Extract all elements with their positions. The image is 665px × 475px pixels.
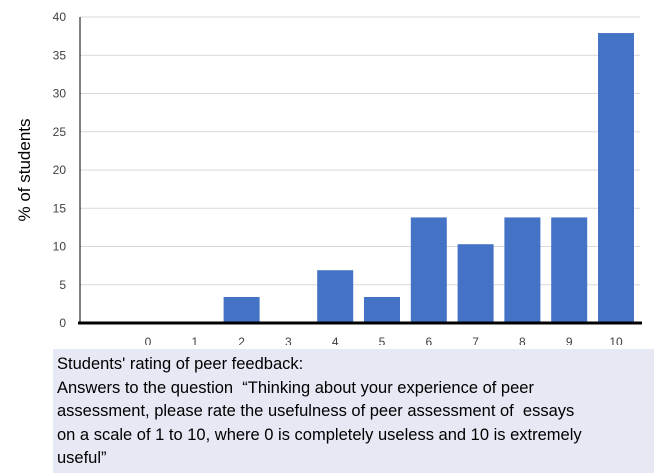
- chart-caption: Students' rating of peer feedback: Answe…: [53, 349, 654, 473]
- x-tick-label: 4: [332, 335, 339, 345]
- bar-4: [317, 270, 354, 323]
- caption-line: on a scale of 1 to 10, where 0 is comple…: [57, 425, 582, 444]
- y-tick-label: 15: [53, 201, 67, 215]
- x-tick-label: 1: [191, 335, 198, 345]
- caption-line: assessment, please rate the usefulness o…: [57, 402, 575, 420]
- y-tick-labels: 0 5 10 15 20 25 30 35 40: [53, 10, 67, 330]
- x-tick-label: 3: [285, 335, 292, 345]
- caption-line: Answers to the question “Thinking about …: [57, 378, 534, 397]
- x-tick-label: 6: [425, 335, 432, 345]
- x-tick-label: 2: [238, 335, 245, 345]
- x-tick-labels: 0 1 2 3 4 5 6 7 8 9 10: [145, 335, 623, 345]
- gridlines: [80, 16, 640, 286]
- y-tick-label: 5: [59, 278, 66, 292]
- bar-chart: 0 5 10 15 20 25 30 35 40 0 1 2 3 4 5 6 7 8 9 10 % of stude…: [15, 10, 642, 345]
- y-tick-label: 20: [53, 163, 67, 177]
- bar-9: [551, 217, 588, 323]
- x-tick-label: 10: [609, 335, 623, 345]
- y-tick-label: 25: [53, 125, 67, 139]
- x-tick-label: 8: [519, 335, 526, 345]
- bars: [223, 33, 634, 323]
- x-tick-label: 0: [145, 335, 152, 345]
- x-tick-label: 7: [472, 335, 479, 345]
- caption-line: useful”: [57, 449, 107, 467]
- bar-10: [598, 33, 634, 323]
- y-tick-label: 35: [53, 48, 67, 62]
- y-axis-label: % of students: [15, 118, 34, 221]
- bar-7: [457, 244, 494, 323]
- x-tick-label: 9: [566, 335, 573, 345]
- y-tick-label: 0: [59, 316, 66, 330]
- y-tick-label: 30: [53, 87, 67, 101]
- bar-6: [410, 217, 447, 323]
- bar-8: [504, 217, 541, 323]
- x-tick-label: 5: [379, 335, 386, 345]
- bar-5: [364, 296, 400, 323]
- bar-2: [223, 296, 260, 323]
- y-tick-label: 10: [53, 240, 67, 254]
- caption-title: Students' rating of peer feedback:: [57, 355, 304, 373]
- y-tick-label: 40: [53, 10, 67, 24]
